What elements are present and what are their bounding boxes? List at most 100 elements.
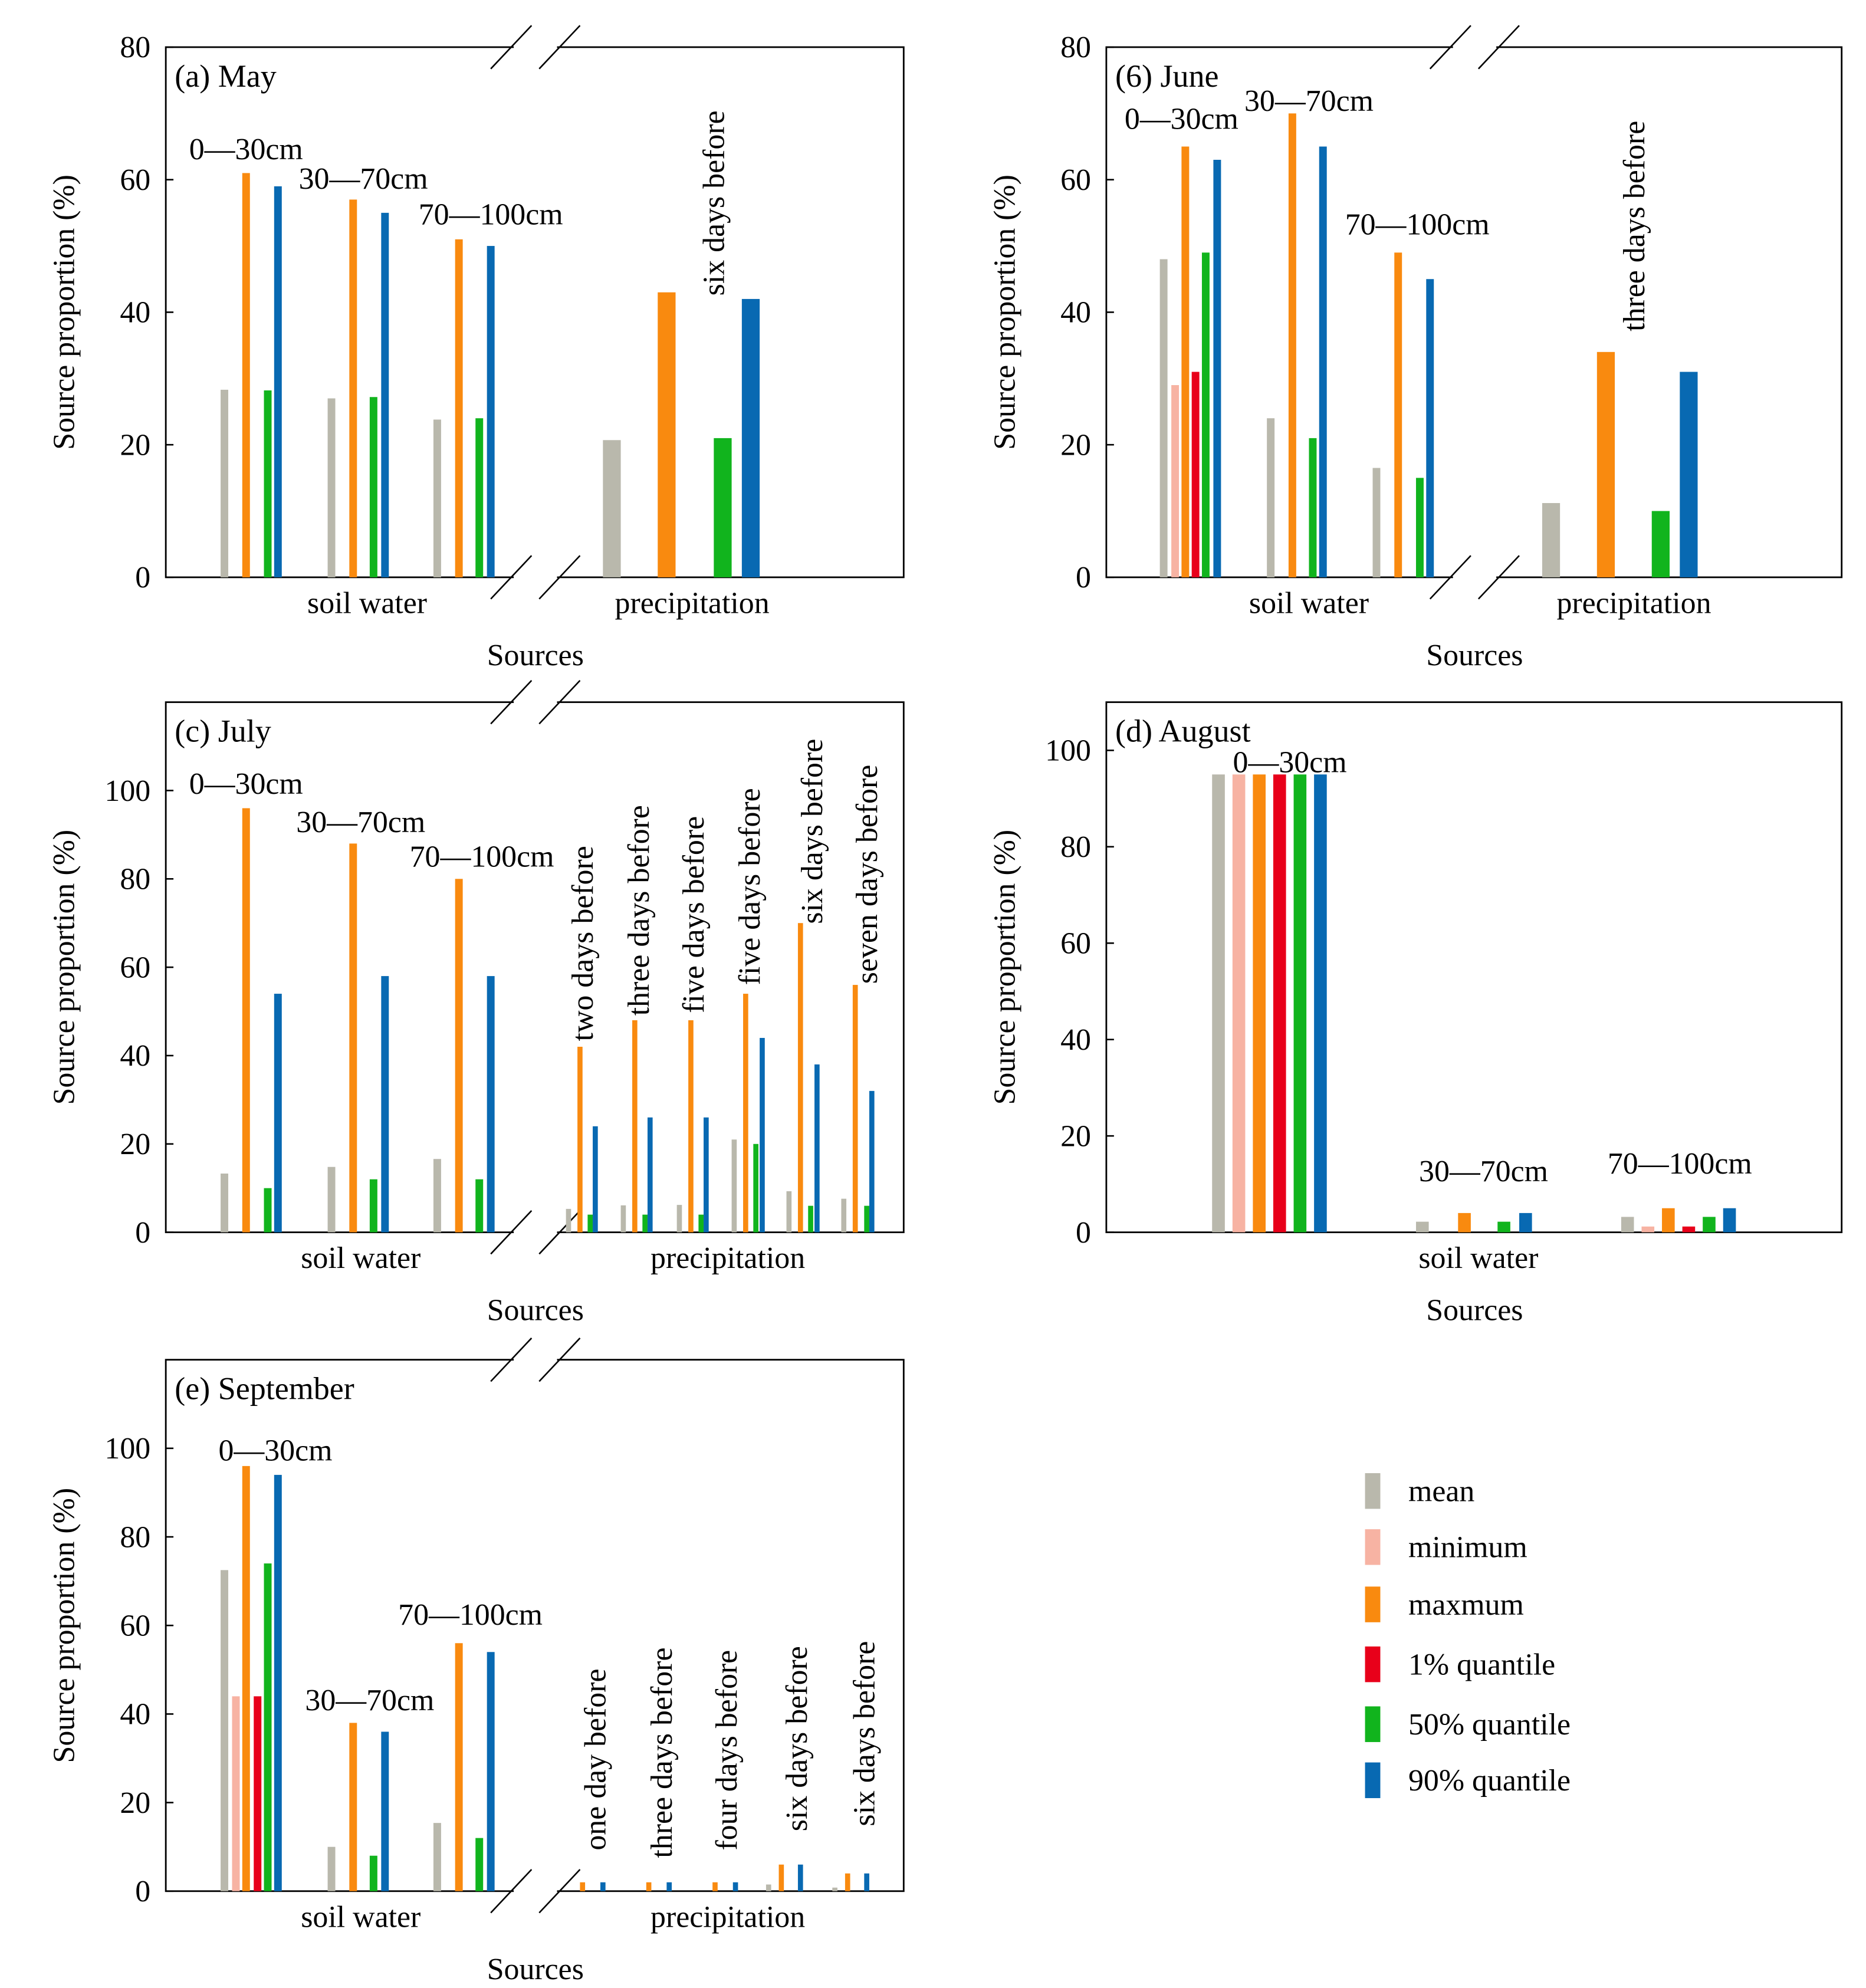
bar-mean	[841, 1198, 847, 1233]
bar-q50	[475, 418, 484, 577]
bar-q50	[642, 1214, 648, 1233]
category-label: soil water	[307, 586, 427, 620]
y-tick-label: 80	[1060, 830, 1091, 864]
group-label: 70—100cm	[410, 840, 554, 873]
bar-maxmum	[1596, 351, 1615, 577]
bar-q90	[1680, 372, 1698, 577]
bar-mean	[566, 1208, 571, 1233]
axis-break-mark	[1429, 25, 1471, 70]
bar-maxmum	[577, 1046, 583, 1233]
bar-maxmum	[1253, 774, 1266, 1233]
category-label: soil water	[301, 1900, 420, 1934]
bar-q1	[254, 1696, 262, 1891]
bar-q50	[369, 1179, 377, 1233]
axis-break-mark	[538, 555, 581, 600]
bar-q90	[814, 1064, 820, 1233]
group-label: 30—70cm	[299, 162, 428, 196]
bar-maxmum	[797, 923, 803, 1233]
y-tick-label: 40	[120, 1698, 150, 1731]
bar-maxmum	[1394, 252, 1402, 577]
y-tick-label: 0	[1076, 561, 1091, 594]
y-tick-label: 100	[104, 774, 150, 808]
legend-swatch-mean	[1365, 1473, 1381, 1509]
bar-maxmum	[778, 1864, 784, 1891]
axis-break-mark	[490, 1338, 533, 1382]
axis-break-mark	[538, 1210, 581, 1255]
panel-july: 0 20 40 60 80 100 (c) July Source proportion (%…	[48, 680, 905, 1327]
bar-q90	[1723, 1208, 1736, 1233]
group-label: 70—100cm	[1608, 1147, 1752, 1181]
bar-q90	[1213, 159, 1221, 577]
axis-break-gap	[514, 573, 557, 581]
bar-mean	[676, 1205, 682, 1233]
bar-q50	[1415, 478, 1424, 577]
category-label: precipitation	[1556, 586, 1711, 620]
bar-mean	[327, 1166, 336, 1233]
panel-june: 0 20 40 60 80 (6) June Source proportion (%) so…	[988, 25, 1843, 672]
bar-mean	[433, 1823, 441, 1891]
panel-title: (c) July	[175, 714, 271, 749]
legend-label: mean	[1408, 1475, 1474, 1509]
bar-maxmum	[580, 1882, 586, 1891]
bar-minimum	[1171, 385, 1180, 577]
bar-q50	[1497, 1221, 1510, 1233]
panel-may: 0 20 40 60 80 (a) May Source proportion (%) soi…	[48, 25, 905, 672]
y-tick-label: 40	[1060, 296, 1091, 330]
legend-label: 50% quantile	[1408, 1708, 1571, 1741]
bar-minimum	[1232, 774, 1246, 1233]
bar-q90	[600, 1882, 606, 1891]
legend-label: maxmum	[1408, 1588, 1524, 1622]
bar-mean	[1159, 259, 1168, 577]
panel-title: (6) June	[1115, 58, 1219, 94]
bar-mean	[1267, 418, 1275, 577]
bar-q90	[864, 1873, 869, 1891]
axis-break-mark	[538, 1869, 581, 1914]
axis-break-mark	[490, 680, 533, 725]
legend-swatch-maxmum	[1365, 1586, 1381, 1622]
bar-mean	[786, 1191, 792, 1233]
axis-break-mark	[538, 680, 581, 725]
group-label: 0—30cm	[218, 1434, 332, 1467]
bar-maxmum	[1181, 146, 1190, 577]
bar-q90	[1319, 146, 1327, 577]
category-label: soil water	[301, 1241, 420, 1275]
group-label: 30—70cm	[1244, 84, 1374, 118]
y-tick-label: 60	[120, 1609, 150, 1643]
axis-break-gap	[514, 1228, 557, 1237]
panel-september: 0 20 40 60 80 100 (e) September Source proporti…	[48, 1338, 905, 1986]
axis-break-mark	[490, 25, 533, 70]
legend-label: 1% quantile	[1408, 1648, 1555, 1681]
bar-q90	[487, 1652, 495, 1891]
bar-q50	[808, 1205, 813, 1233]
bar-q90	[1426, 279, 1434, 577]
y-tick-label: 80	[120, 1520, 150, 1554]
bar-q90	[487, 246, 495, 577]
bar-q50	[1201, 252, 1210, 577]
group-label: 0—30cm	[189, 133, 303, 166]
axis-break-gap	[1453, 573, 1497, 581]
group-label: 0—30cm	[189, 767, 303, 801]
bar-q50	[1703, 1217, 1716, 1233]
bar-mean	[221, 1173, 229, 1233]
category-label: soil water	[1418, 1241, 1538, 1275]
bar-q50	[1309, 438, 1317, 577]
plot-frame	[1105, 701, 1843, 1233]
y-tick-label: 60	[1060, 927, 1091, 961]
y-tick-label: 80	[120, 863, 150, 896]
bar-q50	[587, 1214, 593, 1233]
bar-mean	[1621, 1217, 1634, 1233]
y-tick-label: 100	[104, 1432, 150, 1465]
axis-break-mark	[538, 1338, 581, 1382]
bar-q90	[760, 1037, 765, 1233]
bar-q90	[381, 1731, 389, 1891]
y-tick-label: 60	[120, 951, 150, 984]
y-tick-label: 20	[120, 428, 150, 462]
legend-label: 90% quantile	[1408, 1764, 1571, 1798]
group-label: five days before	[677, 816, 711, 1013]
bar-mean	[221, 389, 229, 577]
bar-maxmum	[646, 1882, 652, 1891]
bar-q50	[369, 397, 377, 577]
group-label: three days before	[622, 805, 656, 1016]
bar-q50	[1651, 511, 1670, 577]
bar-q50	[1293, 774, 1307, 1233]
